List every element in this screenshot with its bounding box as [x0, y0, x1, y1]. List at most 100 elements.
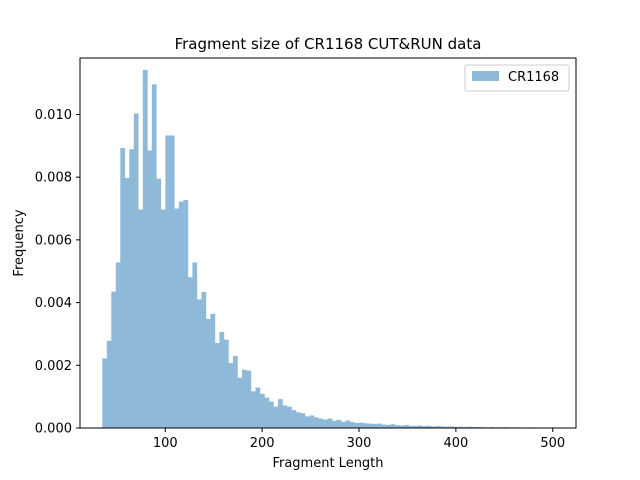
- y-tick-label: 0.008: [35, 171, 72, 186]
- histogram-bar: [115, 262, 121, 428]
- histogram-bar: [210, 313, 216, 428]
- histogram-bar: [417, 425, 423, 428]
- histogram-bar: [246, 370, 252, 428]
- histogram-bar: [147, 150, 153, 428]
- histogram-bar: [273, 406, 279, 428]
- legend: CR1168: [464, 64, 570, 92]
- histogram-bar: [453, 426, 459, 428]
- histogram-bar: [368, 423, 373, 428]
- histogram-bar: [422, 426, 427, 428]
- histogram-bar: [426, 425, 432, 428]
- histogram-bar: [174, 208, 180, 428]
- x-axis: 100 200 300 400 500: [153, 428, 565, 451]
- legend-label: CR1168: [508, 70, 559, 85]
- plot-frame: [79, 57, 577, 429]
- y-tick-label: 0.002: [35, 359, 72, 374]
- histogram-bar: [449, 426, 454, 428]
- histogram-bar: [151, 84, 157, 428]
- histogram-bar: [282, 405, 288, 428]
- chart-title: Fragment size of CR1168 CUT&RUN data: [175, 35, 482, 53]
- histogram-bar: [102, 358, 108, 428]
- histogram-bar: [183, 200, 189, 428]
- histogram-bar: [332, 420, 337, 428]
- histogram-bar: [295, 412, 301, 428]
- histogram-bar: [345, 420, 351, 428]
- histogram-bar: [133, 113, 139, 428]
- histogram-bar: [350, 422, 355, 428]
- histogram-bar: [196, 299, 202, 428]
- histogram-bar: [241, 369, 247, 428]
- histogram-bar: [205, 318, 211, 428]
- histogram-bar: [413, 425, 418, 428]
- histogram-bar: [291, 410, 297, 428]
- histogram-bar: [390, 424, 396, 428]
- histogram-bar: [169, 135, 175, 428]
- histogram-bar: [341, 421, 346, 428]
- histogram-bar: [111, 291, 117, 428]
- y-axis-label: Frequency: [12, 209, 27, 276]
- histogram-bar: [124, 178, 130, 428]
- histogram-bar: [318, 418, 324, 428]
- histogram-bars: [102, 69, 554, 429]
- histogram-bar: [228, 363, 234, 428]
- histogram-bar: [178, 201, 184, 428]
- histogram-bar: [142, 69, 148, 429]
- x-tick-label: 100: [153, 436, 178, 451]
- x-tick-label: 300: [347, 436, 372, 451]
- histogram-bar: [395, 425, 400, 428]
- histogram-bar: [309, 415, 315, 428]
- x-axis-label: Fragment Length: [272, 456, 383, 471]
- histogram-bar: [440, 426, 445, 428]
- y-tick-label: 0.010: [35, 108, 72, 123]
- histogram-bar: [363, 423, 369, 428]
- histogram-bar: [286, 406, 292, 428]
- y-tick-label: 0.004: [35, 296, 72, 311]
- histogram-bar: [232, 355, 238, 428]
- histogram-bar: [304, 416, 310, 428]
- histogram-bar: [165, 135, 171, 428]
- histogram-bar: [268, 401, 274, 428]
- histogram-bar: [223, 339, 229, 428]
- histogram-bar: [431, 426, 436, 428]
- histogram-bar: [214, 343, 220, 428]
- histogram-bar: [336, 419, 342, 428]
- histogram-bar: [237, 377, 243, 428]
- histogram-bar: [381, 424, 387, 428]
- histogram-bar: [277, 399, 283, 428]
- histogram-bar: [458, 426, 463, 428]
- histogram-bar: [219, 332, 225, 428]
- histogram-bar: [192, 262, 198, 428]
- y-tick-label: 0.000: [35, 422, 72, 437]
- x-tick-label: 400: [443, 436, 468, 451]
- histogram-bar: [404, 424, 409, 428]
- histogram-bar: [327, 418, 333, 428]
- histogram-bar: [129, 149, 135, 428]
- histogram-bar: [201, 291, 207, 428]
- histogram-bar: [255, 387, 261, 428]
- y-axis: 0.000 0.002 0.004 0.006 0.008 0.010: [35, 108, 80, 437]
- histogram-bar: [354, 422, 360, 428]
- histogram-bar: [444, 426, 450, 428]
- x-tick-label: 200: [250, 436, 275, 451]
- histogram-bar: [435, 426, 441, 428]
- x-tick-label: 500: [540, 436, 565, 451]
- histogram-bar: [372, 423, 378, 428]
- histogram-bar: [323, 419, 328, 428]
- histogram-bar: [138, 209, 144, 428]
- histogram-bar: [106, 340, 112, 428]
- histogram-bar: [314, 417, 319, 428]
- histogram-bar: [187, 277, 193, 428]
- legend-swatch: [472, 71, 499, 81]
- histogram-bar: [386, 424, 391, 428]
- histogram-bar: [120, 147, 126, 429]
- histogram-bar: [259, 393, 265, 428]
- histogram-bar: [156, 178, 162, 428]
- y-tick-label: 0.006: [35, 233, 72, 248]
- histogram-bar: [408, 425, 414, 428]
- histogram-bar: [359, 422, 364, 428]
- histogram-bar: [160, 209, 166, 428]
- histogram-bar: [399, 425, 405, 428]
- histogram-bar: [467, 426, 472, 428]
- histogram-bar: [250, 391, 256, 428]
